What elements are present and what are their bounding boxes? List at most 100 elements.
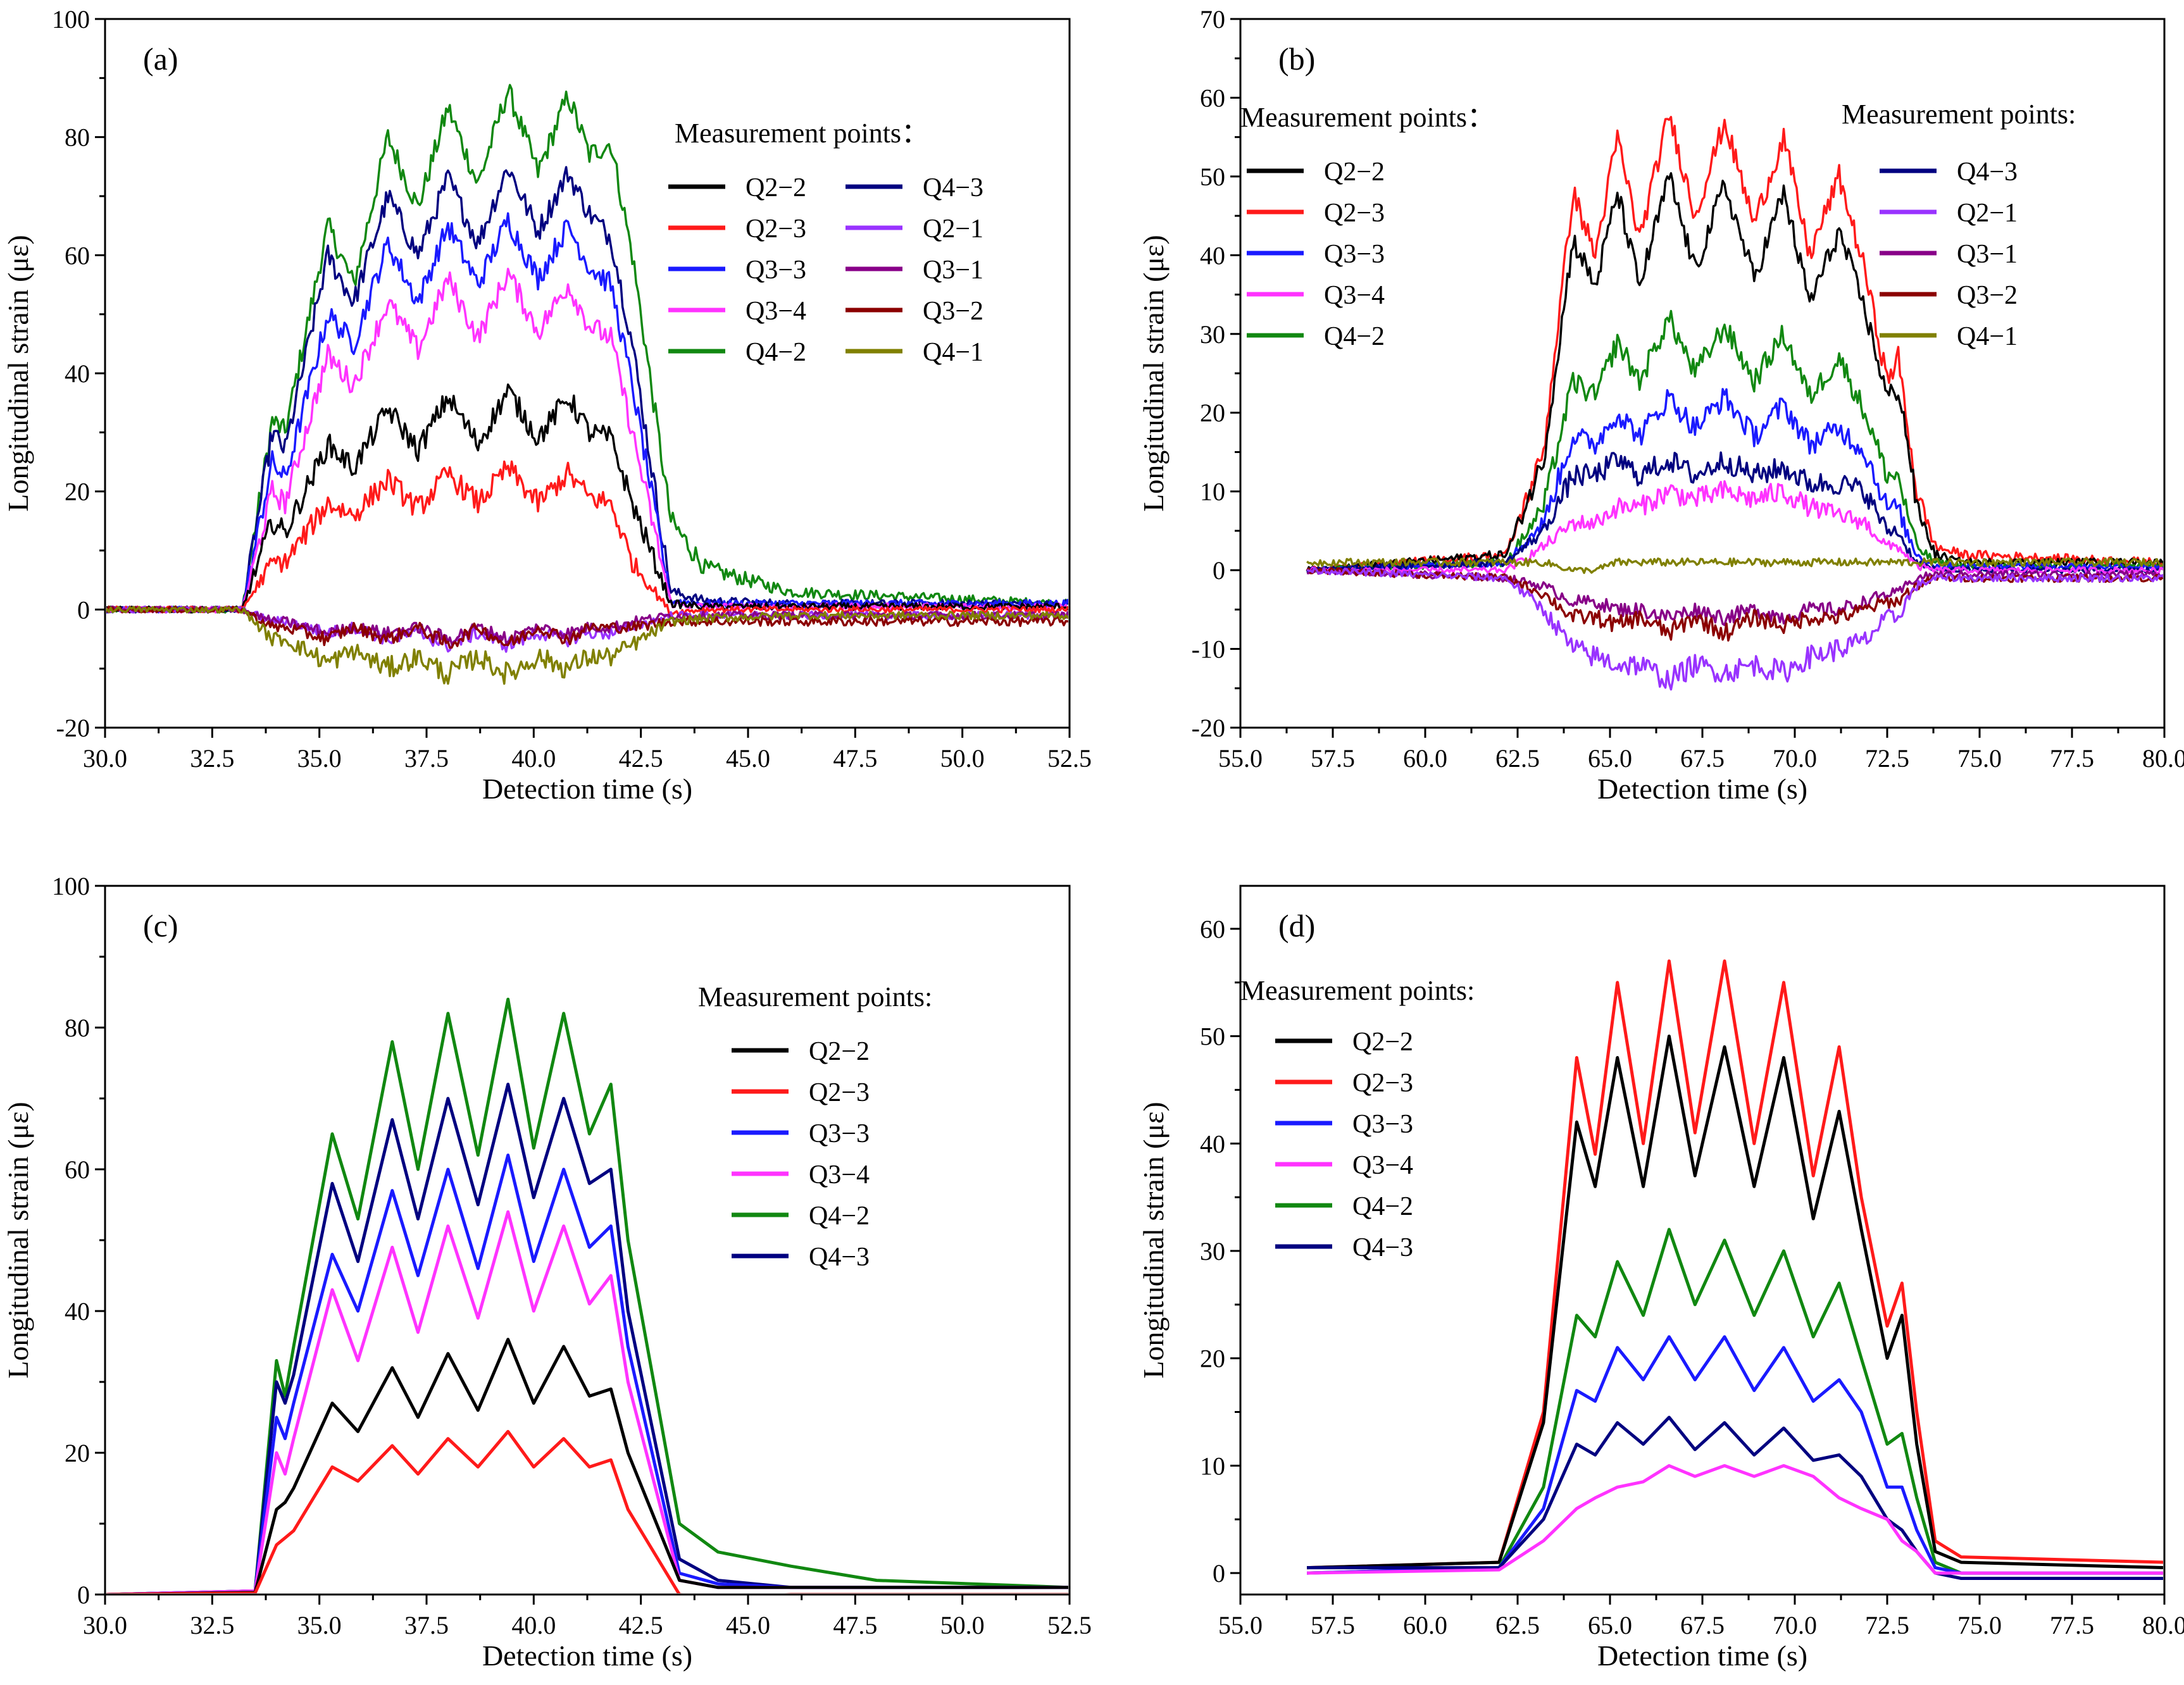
legend-entry: Q4−2 — [746, 338, 806, 367]
panel-label: (a) — [143, 41, 178, 77]
series-line-q3-4 — [1306, 480, 2163, 575]
series-line-q4-1 — [1306, 557, 2163, 575]
y-tick-label: 20 — [65, 478, 90, 506]
series-line-q3-4 — [1307, 1464, 2163, 1575]
series-layer — [1306, 116, 2163, 691]
legend-entry: Q4−1 — [923, 338, 983, 367]
x-tick-label: 60.0 — [1403, 1611, 1447, 1639]
y-tick-label: 70 — [1200, 5, 1225, 34]
x-tick-label: 30.0 — [83, 744, 127, 773]
x-tick-label: 77.5 — [2050, 1611, 2094, 1639]
x-tick-label: 80.0 — [2142, 1611, 2184, 1639]
legend-entry: Q3−1 — [923, 256, 983, 285]
legend-entry: Q3−4 — [809, 1160, 870, 1190]
legend-entry: Q2−3 — [809, 1078, 870, 1107]
series-layer — [106, 84, 1068, 685]
y-tick-label: 10 — [1200, 478, 1225, 506]
x-tick-label: 67.5 — [1680, 1611, 1725, 1639]
chart-panel-c: 30.0 32.5 35.0 37.5 40.0 42.5 45.0 47.5 50.0 52.5… — [2, 872, 1092, 1672]
y-tick-label: -10 — [1192, 635, 1225, 664]
x-tick-label: 32.5 — [190, 1611, 234, 1639]
x-tick-label: 52.5 — [1047, 1611, 1092, 1639]
legend-entry: Q2−2 — [1324, 158, 1385, 187]
y-tick-label: 0 — [1213, 556, 1225, 585]
y-tick-label: 50 — [1200, 1023, 1225, 1051]
x-tick-label: 55.0 — [1218, 744, 1263, 773]
x-tick-label: 52.5 — [1047, 744, 1092, 773]
series-line-q2-2 — [1307, 1035, 2163, 1570]
chart-panel-d: 55.0 57.5 60.0 62.5 65.0 67.5 70.0 72.5 75.0 77.5… — [1137, 885, 2184, 1672]
x-tick-label: 62.5 — [1495, 744, 1540, 773]
legend-entry: Q3−3 — [1324, 240, 1385, 269]
legend-entry: Q4−3 — [1352, 1233, 1413, 1262]
x-tick-label: 62.5 — [1495, 1611, 1540, 1639]
x-tick-label: 75.0 — [1957, 1611, 2002, 1639]
x-tick-label: 37.5 — [404, 1611, 449, 1639]
x-tick-label: 42.5 — [619, 744, 663, 773]
legend-title: Measurement points： — [675, 118, 929, 149]
y-tick-label: 50 — [1200, 163, 1225, 191]
x-tick-label: 57.5 — [1311, 744, 1355, 773]
x-tick-label: 50.0 — [940, 1611, 985, 1639]
legend-entry: Q4−2 — [1352, 1192, 1413, 1221]
legend-entry: Q2−3 — [1352, 1069, 1413, 1098]
y-axis-title: Longitudinal strain (με) — [1137, 235, 1170, 511]
y-tick-label: 30 — [1200, 1237, 1225, 1265]
legend-entry: Q2−3 — [746, 215, 806, 244]
y-tick-label: 0 — [77, 595, 90, 624]
y-tick-label: -20 — [1192, 714, 1225, 742]
legend-entry: Q3−1 — [1957, 240, 2018, 269]
y-tick-label: 40 — [1200, 241, 1225, 270]
y-tick-label: 20 — [1200, 399, 1225, 427]
legend-entry: Q3−3 — [746, 256, 806, 285]
legend-title-right: Measurement points: — [1842, 99, 2076, 130]
series-line-q2-3 — [106, 460, 1068, 616]
y-axis-title: Longitudinal strain (με) — [2, 235, 34, 511]
y-tick-label: 80 — [65, 1014, 90, 1042]
y-tick-label: 0 — [77, 1581, 90, 1609]
x-tick-label: 75.0 — [1957, 744, 2002, 773]
series-line-q2-1 — [1306, 566, 2163, 691]
x-tick-label: 47.5 — [833, 1611, 877, 1639]
series-line-q4-2 — [1306, 309, 2163, 575]
panel-label: (b) — [1278, 41, 1315, 77]
panel-label: (c) — [143, 908, 178, 943]
legend-title: Measurement points: — [698, 981, 932, 1012]
x-tick-label: 65.0 — [1588, 1611, 1632, 1639]
y-tick-label: 100 — [52, 872, 90, 900]
series-line-q4-3 — [106, 1083, 1068, 1593]
y-axis-title: Longitudinal strain (με) — [2, 1102, 34, 1378]
x-tick-label: 57.5 — [1311, 1611, 1355, 1639]
x-tick-label: 50.0 — [940, 744, 985, 773]
y-tick-label: 30 — [1200, 320, 1225, 349]
series-line-q2-2 — [1306, 172, 2163, 573]
x-tick-label: 70.0 — [1773, 1611, 1817, 1639]
legend-entry: Q2−1 — [923, 215, 983, 244]
legend-entry: Q3−3 — [809, 1119, 870, 1148]
legend-entry: Q3−2 — [1957, 281, 2018, 310]
legend-entry: Q2−1 — [1957, 199, 2018, 228]
series-line-q3-3 — [106, 212, 1068, 614]
series-line-q2-2 — [106, 1338, 1068, 1593]
legend-entry: Q4−3 — [923, 173, 983, 202]
series-line-q3-2 — [106, 605, 1068, 649]
series-line-q3-3 — [1307, 1335, 2163, 1575]
x-axis-title: Detection time (s) — [482, 1639, 692, 1672]
legend-title-left: Measurement points： — [1240, 102, 1495, 133]
y-tick-label: 0 — [1213, 1559, 1225, 1588]
y-tick-label: 40 — [65, 359, 90, 388]
x-tick-label: 35.0 — [297, 744, 342, 773]
legend-entry: Q4−3 — [1957, 158, 2018, 187]
x-tick-label: 60.0 — [1403, 744, 1447, 773]
x-tick-label: 70.0 — [1773, 744, 1817, 773]
series-line-q3-3 — [1306, 388, 2163, 574]
legend-entry: Q4−3 — [809, 1243, 870, 1272]
legend-entry: Q3−3 — [1352, 1110, 1413, 1139]
series-line-q4-2 — [106, 84, 1068, 614]
x-tick-label: 55.0 — [1218, 1611, 1263, 1639]
y-tick-label: 60 — [65, 241, 90, 270]
series-layer — [106, 997, 1068, 1593]
x-tick-label: 67.5 — [1680, 744, 1725, 773]
y-tick-label: 100 — [52, 5, 90, 34]
series-layer — [1307, 959, 2163, 1580]
